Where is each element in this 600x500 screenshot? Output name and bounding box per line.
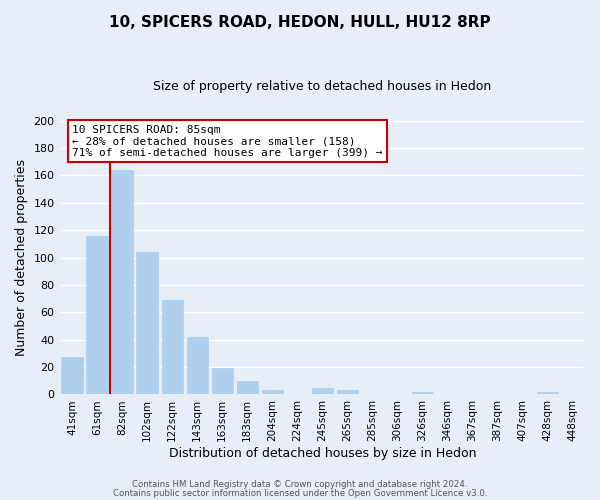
Text: 10, SPICERS ROAD, HEDON, HULL, HU12 8RP: 10, SPICERS ROAD, HEDON, HULL, HU12 8RP: [109, 15, 491, 30]
Title: Size of property relative to detached houses in Hedon: Size of property relative to detached ho…: [153, 80, 491, 93]
Bar: [161, 300, 183, 394]
Bar: [262, 390, 283, 394]
Y-axis label: Number of detached properties: Number of detached properties: [15, 159, 28, 356]
Text: Contains HM Land Registry data © Crown copyright and database right 2024.: Contains HM Land Registry data © Crown c…: [132, 480, 468, 489]
Bar: [212, 368, 233, 394]
X-axis label: Distribution of detached houses by size in Hedon: Distribution of detached houses by size …: [169, 447, 476, 460]
Bar: [412, 392, 433, 394]
Bar: [61, 358, 83, 395]
Text: Contains public sector information licensed under the Open Government Licence v3: Contains public sector information licen…: [113, 488, 487, 498]
Bar: [311, 388, 333, 394]
Bar: [112, 170, 133, 394]
Bar: [236, 381, 258, 394]
Text: 10 SPICERS ROAD: 85sqm
← 28% of detached houses are smaller (158)
71% of semi-de: 10 SPICERS ROAD: 85sqm ← 28% of detached…: [72, 124, 383, 158]
Bar: [337, 390, 358, 394]
Bar: [86, 236, 108, 394]
Bar: [537, 392, 558, 394]
Bar: [187, 337, 208, 394]
Bar: [136, 252, 158, 394]
